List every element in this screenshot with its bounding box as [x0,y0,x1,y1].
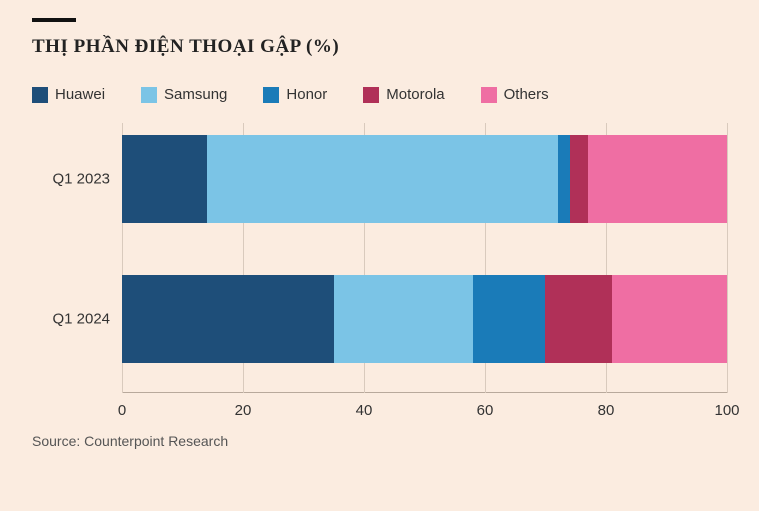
x-tick-label: 20 [235,402,252,419]
x-axis-line [122,392,727,393]
legend-item-motorola: Motorola [363,86,444,103]
legend-item-huawei: Huawei [32,86,105,103]
source-text: Source: Counterpoint Research [32,433,727,449]
legend-label: Honor [286,86,327,103]
bar-q1-2024 [122,275,727,363]
x-tick-label: 100 [714,402,739,419]
legend-swatch [263,87,279,103]
legend-item-others: Others [481,86,549,103]
segment-honor [558,135,570,223]
segment-huawei [122,135,207,223]
segment-motorola [545,275,612,363]
grid-line [727,123,728,393]
segment-samsung [334,275,473,363]
x-tick-label: 60 [477,402,494,419]
title-rule [32,18,76,22]
x-tick-label: 80 [598,402,615,419]
legend-item-samsung: Samsung [141,86,227,103]
segment-honor [473,275,546,363]
legend-label: Huawei [55,86,105,103]
legend-swatch [363,87,379,103]
chart-title: THỊ PHẦN ĐIỆN THOẠI GẬP (%) [32,36,727,58]
legend-swatch [481,87,497,103]
legend-swatch [32,87,48,103]
legend-label: Motorola [386,86,444,103]
segment-others [588,135,727,223]
segment-motorola [570,135,588,223]
legend-item-honor: Honor [263,86,327,103]
y-label: Q1 2024 [52,311,110,328]
legend: Huawei Samsung Honor Motorola Others [32,86,727,103]
x-tick-label: 40 [356,402,373,419]
plot-area: 020406080100 [122,123,727,423]
legend-swatch [141,87,157,103]
segment-huawei [122,275,334,363]
segment-samsung [207,135,558,223]
legend-label: Samsung [164,86,227,103]
x-tick-label: 0 [118,402,126,419]
bar-q1-2023 [122,135,727,223]
chart-area: Q1 2023Q1 2024 020406080100 [32,123,727,423]
legend-label: Others [504,86,549,103]
y-label: Q1 2023 [52,171,110,188]
segment-others [612,275,727,363]
y-axis-labels: Q1 2023 Q1 2024 [32,123,122,423]
